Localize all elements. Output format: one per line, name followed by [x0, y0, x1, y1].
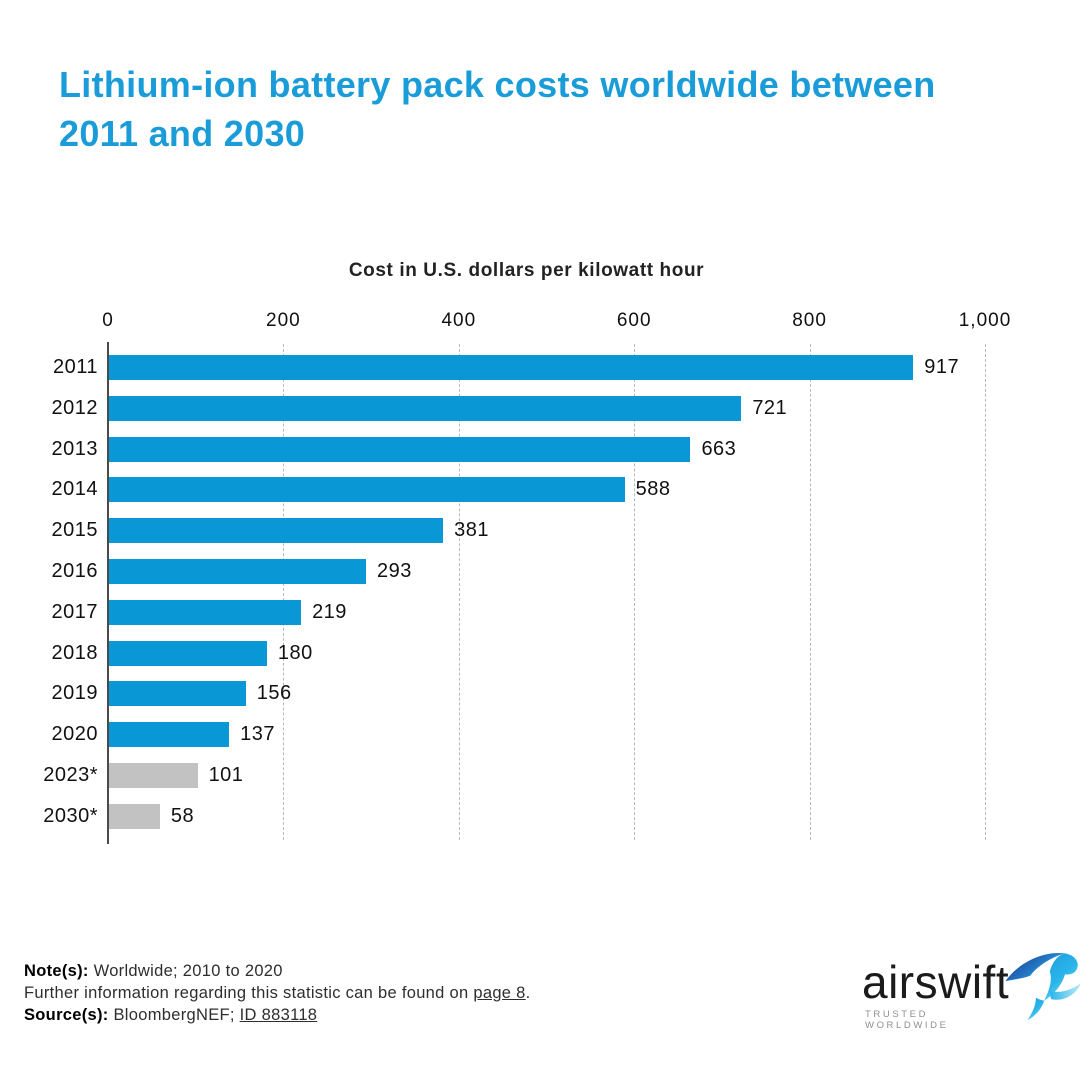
bar-2017: [109, 599, 302, 625]
bar-2014: [109, 477, 625, 503]
x-tick-label-0: 0: [102, 310, 114, 331]
note-label: Note(s):: [24, 962, 89, 980]
bar-value-2019: 156: [256, 682, 292, 705]
bar-value-2020: 137: [240, 723, 276, 746]
bar-2013: [109, 436, 691, 462]
source-line: Source(s): BloombergNEF; ID 883118: [24, 1004, 531, 1026]
bar-value-2023: 101: [208, 764, 244, 786]
bar-2012: [109, 395, 742, 421]
bar-value-2012: 721: [752, 396, 788, 419]
category-label-2015: 2015: [51, 519, 98, 542]
bar-value-2017: 219: [312, 600, 347, 623]
bar-2015: [109, 518, 444, 544]
bar-value-2018: 180: [277, 641, 313, 664]
bar-2020: [109, 722, 230, 748]
x-tick-label-600: 600: [616, 310, 652, 331]
plot-area: 917 721 663 588 381 293 219 180 156 137 101 58: [107, 342, 986, 844]
airswift-logo-name: airswift: [862, 956, 1010, 1008]
category-label-2014: 2014: [51, 478, 98, 501]
bar-2019: [109, 681, 246, 707]
gridline-1000: [985, 344, 986, 840]
category-label-2020: 2020: [51, 723, 98, 746]
x-tick-label-800: 800: [792, 310, 827, 331]
category-label-2016: 2016: [51, 560, 98, 582]
gridline-400: [458, 344, 460, 840]
page-8-link[interactable]: page 8: [473, 984, 526, 1002]
gridline-200: [283, 344, 285, 840]
category-label-2030: 2030*: [43, 804, 98, 827]
category-label-2019: 2019: [51, 682, 98, 705]
note-line: Note(s): Worldwide; 2010 to 2020: [24, 960, 531, 982]
gridline-800: [809, 344, 811, 840]
bar-2011: [109, 355, 914, 380]
footer-notes: Note(s): Worldwide; 2010 to 2020 Further…: [24, 960, 531, 1026]
bar-2030: [109, 803, 160, 829]
y-axis-line: [107, 342, 109, 844]
statistic-id-link[interactable]: ID 883118: [239, 1006, 318, 1024]
source-label: Source(s):: [24, 1006, 109, 1024]
chart-axis-title: Cost in U.S. dollars per kilowatt hour: [348, 260, 705, 281]
bar-value-2011: 917: [924, 356, 960, 378]
x-tick-label-200: 200: [266, 310, 301, 331]
page-title: Lithium-ion battery pack costs worldwide…: [59, 64, 936, 154]
source-text: BloombergNEF;: [108, 1006, 240, 1024]
airswift-logo-tagline: TRUSTED WORLDWIDE: [865, 1009, 949, 1031]
further-info-text: Further information regarding this stati…: [24, 984, 474, 1002]
x-tick-label-1,000: 1,000: [958, 310, 1012, 331]
further-info-line: Further information regarding this stati…: [24, 982, 531, 1004]
category-label-2018: 2018: [51, 641, 98, 664]
bar-value-2014: 588: [635, 478, 671, 501]
category-label-2017: 2017: [51, 600, 98, 623]
note-text: Worldwide; 2010 to 2020: [88, 962, 283, 980]
bar-2016: [109, 559, 366, 584]
airswift-logo: airswift TRUSTED WORLDWIDE: [862, 952, 1080, 1031]
x-axis-ticks: 0 200 400 600 800 1,000: [102, 310, 1010, 336]
gridline-600: [634, 344, 636, 840]
bar-2023: [109, 763, 198, 788]
bar-2018: [109, 640, 267, 666]
airswift-bird-icon: [1005, 952, 1080, 1020]
bar-value-2030: 58: [170, 804, 195, 827]
category-label-2012: 2012: [51, 396, 98, 419]
bar-value-2013: 663: [701, 437, 737, 460]
y-axis-labels: 2011 2012 2013 2014 2015 2016 2017 2018 2019 2020…: [18, 342, 98, 844]
x-tick-label-400: 400: [441, 310, 477, 331]
bar-value-2016: 293: [376, 560, 412, 582]
category-label-2013: 2013: [51, 437, 98, 460]
bar-value-2015: 381: [454, 519, 489, 542]
further-info-period: .: [525, 984, 531, 1002]
category-label-2011: 2011: [52, 356, 98, 378]
category-label-2023: 2023*: [43, 764, 98, 786]
